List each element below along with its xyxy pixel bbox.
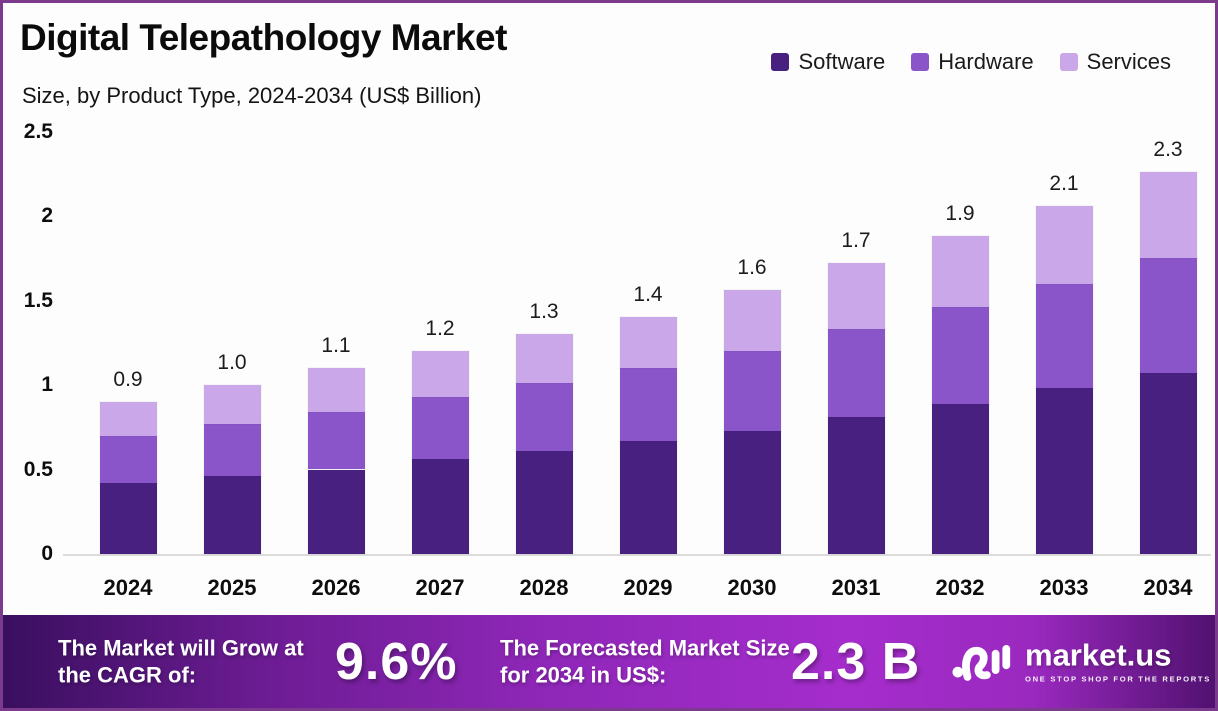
x-axis-label: 2031 [831,575,881,600]
market-us-logo-icon [951,636,1015,687]
bar-segment-software [931,403,989,554]
bar-segment-software [515,450,573,554]
bar-segment-hardware [827,329,885,418]
bar-segment-services [203,385,261,424]
y-axis-label: 1 [41,373,53,396]
bar-segment-hardware [203,423,261,477]
bar-segment-software [99,483,157,554]
x-axis-label: 2030 [727,575,777,600]
bar-segment-software [1139,373,1197,554]
bar-total-label: 1.4 [633,283,663,307]
bar-segment-software [203,476,261,554]
bar-segment-software [307,469,365,554]
bar-total-label: 1.3 [529,300,559,324]
legend-item-services: Services [1059,49,1171,75]
bar-segment-services [99,401,157,436]
x-axis-label: 2027 [415,575,465,600]
bar-total-label: 1.9 [945,202,975,226]
bar-segment-software [827,417,885,554]
y-axis-label: 1.5 [23,288,53,312]
bar-segment-hardware [411,396,469,460]
bar-total-label: 1.6 [737,256,767,280]
bar-total-label: 1.7 [841,229,871,253]
bar-segment-hardware [515,383,573,451]
x-axis-label: 2033 [1039,575,1089,600]
legend-item-software: Software [771,49,885,75]
software-swatch-icon [771,53,790,71]
legend-label: Services [1086,49,1171,74]
forecast-label: The Forecasted Market Size for 2034 in U… [500,635,790,688]
x-axis-line [63,554,1211,556]
market-us-logo: market.us ONE STOP SHOP FOR THE REPORTS [951,636,1211,687]
x-axis-label: 2025 [207,575,257,600]
x-axis-label: 2026 [311,575,361,600]
bar-segment-software [1035,388,1093,554]
cagr-value: 9.6% [335,632,458,691]
services-swatch-icon [1059,53,1078,71]
legend-label: Hardware [938,49,1034,74]
bar-segment-hardware [1139,258,1197,374]
x-axis-label: 2034 [1143,575,1193,600]
chart-subtitle: Size, by Product Type, 2024-2034 (US$ Bi… [22,83,482,108]
bar-total-label: 2.3 [1153,138,1183,162]
bar-segment-hardware [723,351,781,431]
bar-total-label: 0.9 [113,367,143,391]
y-axis-label: 0 [41,542,53,565]
bar-segment-services [619,317,677,369]
x-axis-label: 2032 [935,575,985,600]
bar-segment-hardware [307,412,365,470]
bar-segment-services [515,334,573,384]
bar-segment-services [931,236,989,308]
bar-total-label: 1.2 [425,317,455,341]
bar-segment-services [827,263,885,330]
bar-total-label: 1.0 [217,351,247,374]
x-axis-label: 2024 [103,575,153,600]
cagr-label: The Market will Grow at the CAGR of: [58,635,304,688]
forecast-value: 2.3 B [791,632,921,691]
bar-segment-hardware [1035,283,1093,389]
logo-tagline: ONE STOP SHOP FOR THE REPORTS [1025,674,1212,684]
bar-segment-software [619,440,677,554]
page-title: Digital Telepathology Market [20,17,507,58]
bar-segment-hardware [99,435,157,483]
bar-segment-hardware [931,307,989,404]
bar-segment-services [307,368,365,413]
x-axis-label: 2029 [623,575,673,600]
y-axis-label: 2 [41,204,53,227]
legend: Software Hardware Services [771,49,1171,75]
footer-banner: The Market will Grow at the CAGR of: 9.6… [3,615,1215,708]
bar-segment-services [1035,205,1093,284]
bar-segment-software [411,459,469,554]
bar-segment-services [723,290,781,352]
logo-wordmark: market.us [1025,637,1172,673]
y-axis-label: 0.5 [23,457,53,481]
bar-segment-hardware [619,368,677,441]
bar-segment-services [411,351,469,397]
y-axis-label: 2.5 [23,119,53,143]
legend-item-hardware: Hardware [911,49,1034,75]
bar-segment-services [1139,172,1197,259]
legend-label: Software [798,49,886,74]
bar-total-label: 2.1 [1049,171,1079,195]
hardware-swatch-icon [911,53,930,71]
x-axis-label: 2028 [519,575,569,600]
bar-segment-software [723,430,781,554]
bar-total-label: 1.1 [321,334,351,358]
